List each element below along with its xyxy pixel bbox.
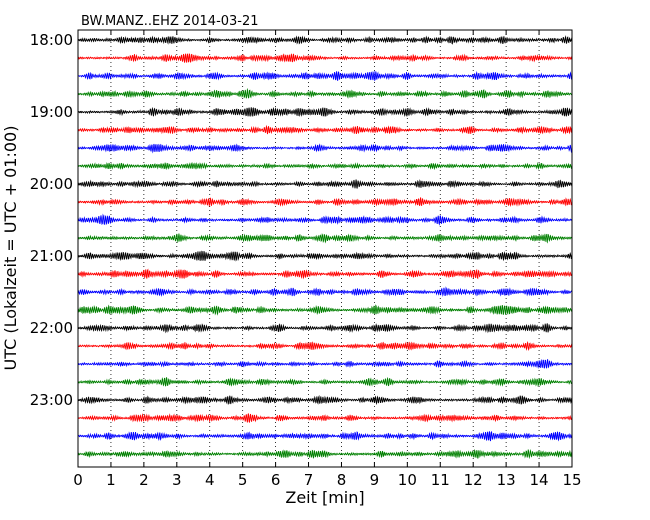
trace-line <box>77 394 573 406</box>
trace-line <box>77 106 573 117</box>
x-axis-label: Zeit [min] <box>285 488 364 507</box>
trace-line <box>77 53 573 63</box>
trace-line <box>77 431 573 442</box>
y-tick-label: 20:00 <box>30 175 73 193</box>
trace-line <box>77 413 573 424</box>
trace-line <box>77 340 573 351</box>
x-tick-label: 5 <box>238 471 248 489</box>
y-tick-label: 23:00 <box>30 391 73 409</box>
trace-line <box>77 323 573 334</box>
y-axis: 18:00 19:00 20:00 21:00 22:00 23:00 <box>30 31 572 409</box>
x-tick-label: 4 <box>205 471 215 489</box>
x-tick-label: 11 <box>431 471 450 489</box>
x-tick-label: 15 <box>562 471 581 489</box>
trace-line <box>77 286 573 297</box>
x-tick-label: 2 <box>139 471 149 489</box>
trace-line <box>77 124 573 135</box>
trace-line <box>77 35 573 45</box>
trace-line <box>77 213 573 226</box>
traces <box>77 35 573 460</box>
x-tick-label: 8 <box>337 471 347 489</box>
chart-title: BW.MANZ..EHZ 2014-03-21 <box>81 14 259 29</box>
x-tick-label: 0 <box>73 471 83 489</box>
trace-line <box>77 304 573 316</box>
y-axis-label: UTC (Lokalzeit = UTC + 01:00) <box>1 126 20 371</box>
trace-line <box>77 358 573 369</box>
trace-line <box>77 449 573 460</box>
x-tick-label: 9 <box>370 471 380 489</box>
trace-line <box>77 268 573 280</box>
trace-line <box>77 70 573 82</box>
x-tick-label: 1 <box>106 471 116 489</box>
y-tick-label: 22:00 <box>30 319 73 337</box>
trace-line <box>77 87 573 99</box>
trace-line <box>77 233 573 244</box>
x-tick-label: 3 <box>172 471 182 489</box>
y-tick-label: 21:00 <box>30 247 73 265</box>
x-axis: 0 1 2 3 4 5 6 7 8 9 10 11 12 13 14 15 <box>73 30 582 489</box>
x-tick-label: 10 <box>398 471 417 489</box>
trace-line <box>77 250 573 262</box>
x-tick-label: 12 <box>464 471 483 489</box>
trace-line <box>77 179 573 189</box>
x-tick-label: 14 <box>530 471 549 489</box>
grid <box>110 30 540 467</box>
x-tick-label: 13 <box>497 471 516 489</box>
x-tick-label: 6 <box>271 471 281 489</box>
trace-line <box>77 197 573 208</box>
y-tick-label: 19:00 <box>30 103 73 121</box>
trace-line <box>77 161 573 171</box>
x-tick-label: 7 <box>304 471 314 489</box>
trace-line <box>77 143 573 154</box>
plot-frame <box>77 29 573 468</box>
trace-line <box>77 376 573 388</box>
y-tick-label: 18:00 <box>30 31 73 49</box>
